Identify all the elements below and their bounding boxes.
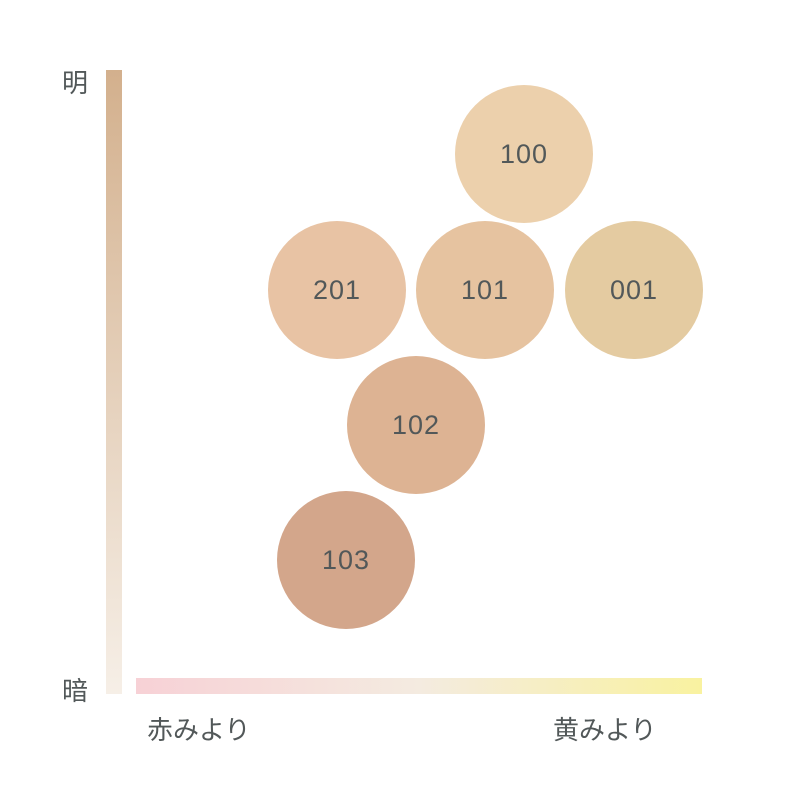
swatch-001: 001 [565,221,703,359]
swatch-101: 101 [416,221,554,359]
y-axis-bar [106,70,122,694]
swatch-label: 103 [322,545,370,576]
swatch-label: 201 [313,275,361,306]
x-axis-right-label: 黄みより [553,710,656,747]
y-axis-bottom-label: 暗 [62,671,88,708]
y-axis-top-label: 明 [62,63,88,100]
swatch-100: 100 [455,85,593,223]
swatch-label: 001 [610,275,658,306]
swatch-102: 102 [347,356,485,494]
x-axis-left-label: 赤みより [147,710,250,747]
swatch-label: 100 [500,139,548,170]
shade-chart: 明 暗 赤みより 黄みより 100 201 101 001 102 103 [0,0,810,810]
swatch-label: 101 [461,275,509,306]
swatch-label: 102 [392,410,440,441]
swatch-103: 103 [277,491,415,629]
x-axis-bar [136,678,702,694]
swatch-201: 201 [268,221,406,359]
